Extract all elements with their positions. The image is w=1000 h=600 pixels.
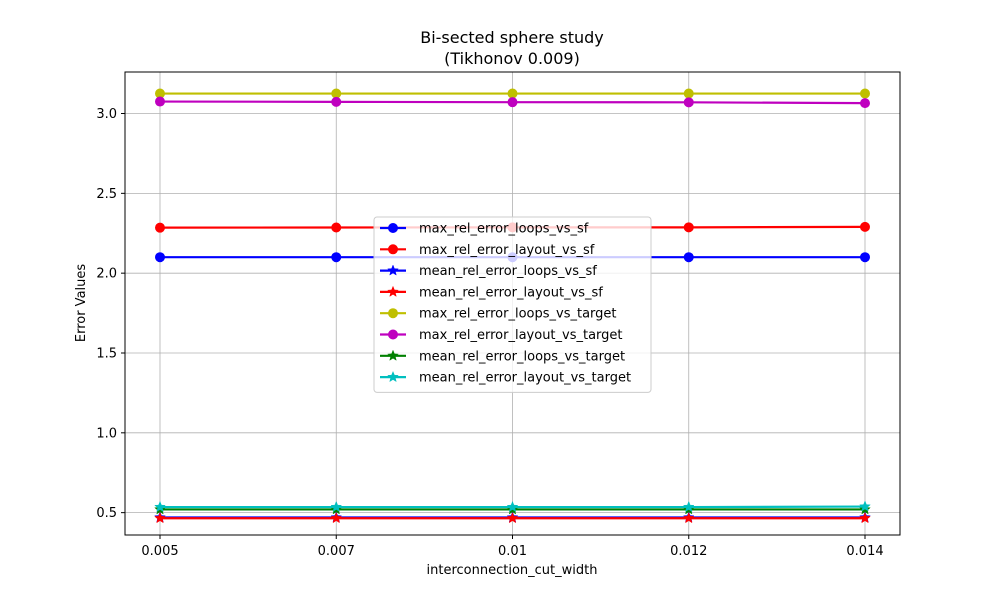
legend-label: max_rel_error_layout_vs_target: [419, 328, 623, 343]
data-point: [860, 221, 870, 232]
data-point: [154, 500, 166, 513]
data-point: [860, 252, 870, 263]
legend-label: max_rel_error_loops_vs_target: [419, 307, 617, 322]
y-tick-label: 3.0: [96, 107, 117, 122]
legend: max_rel_error_loops_vs_sf max_rel_error_l…: [373, 216, 652, 393]
data-point: [682, 512, 695, 524]
legend-marker: [387, 264, 399, 276]
series-max_rel_error_layout_vs_target: [155, 96, 870, 109]
x-tick-label: 0.005: [141, 544, 178, 559]
y-tick-label: 0.5: [96, 506, 117, 521]
legend-entry: max_rel_error_loops_vs_target: [380, 307, 617, 322]
legend-label: mean_rel_error_loops_vs_sf: [419, 264, 597, 279]
data-point: [860, 98, 870, 109]
y-axis-label: Error Values: [74, 264, 89, 343]
legend-label: max_rel_error_layout_vs_sf: [419, 243, 595, 258]
data-point: [331, 88, 342, 99]
legend-label: max_rel_error_loops_vs_sf: [419, 222, 589, 237]
data-point: [154, 512, 166, 524]
data-point: [859, 512, 871, 524]
y-tick-label: 1.5: [96, 346, 117, 361]
legend-marker: [388, 244, 398, 255]
series-layer: [154, 88, 871, 524]
series-max_rel_error_loops_vs_target: [155, 88, 870, 99]
data-point: [155, 96, 165, 107]
x-tick-label: 0.01: [498, 544, 527, 559]
data-point: [507, 97, 518, 108]
data-point: [330, 500, 343, 513]
data-point: [683, 222, 694, 233]
legend-entry: mean_rel_error_loops_vs_sf: [380, 264, 597, 279]
legend-label: mean_rel_error_loops_vs_target: [419, 349, 625, 364]
data-point: [860, 88, 870, 99]
data-point: [859, 500, 871, 512]
legend-marker: [387, 285, 399, 297]
ticks: 0.005 0.007 0.01 0.012 0.014 0.5 1.0 1.5 2.0 2.5 3…: [96, 107, 883, 559]
x-axis-label: interconnection_cut_width: [427, 563, 598, 578]
series-mean_rel_error_layout_vs_target: [154, 500, 871, 513]
legend-marker: [388, 329, 398, 340]
legend-entry: max_rel_error_layout_vs_sf: [380, 243, 595, 258]
y-tick-label: 2.0: [96, 267, 117, 282]
x-tick-label: 0.007: [318, 544, 355, 559]
data-point: [683, 88, 694, 99]
data-point: [155, 222, 165, 233]
data-point: [683, 97, 694, 108]
data-point: [506, 512, 519, 524]
legend-entry: mean_rel_error_layout_vs_target: [380, 371, 631, 386]
y-tick-label: 2.5: [96, 187, 117, 202]
legend-marker: [387, 349, 399, 361]
legend-marker: [388, 223, 398, 233]
chart-title: Bi-sected sphere study: [420, 28, 604, 47]
legend-label: mean_rel_error_layout_vs_target: [419, 371, 631, 386]
legend-label: mean_rel_error_layout_vs_sf: [419, 285, 603, 300]
data-point: [155, 252, 165, 263]
series-mean_rel_error_layout_vs_sf: [154, 512, 871, 524]
data-point: [682, 500, 695, 513]
legend-marker: [388, 308, 398, 319]
chart-subtitle: (Tikhonov 0.009): [444, 49, 580, 68]
legend-entry: max_rel_error_loops_vs_sf: [380, 222, 589, 237]
legend-entry: mean_rel_error_loops_vs_target: [380, 349, 625, 364]
data-point: [331, 252, 342, 263]
legend-box: [373, 216, 652, 393]
legend-marker: [387, 370, 399, 383]
data-point: [506, 500, 519, 513]
x-tick-label: 0.014: [846, 544, 883, 559]
data-point: [507, 88, 518, 99]
y-tick-label: 1.0: [96, 426, 117, 441]
data-point: [330, 512, 343, 524]
data-point: [683, 252, 694, 263]
data-point: [331, 222, 342, 233]
x-tick-label: 0.012: [670, 544, 707, 559]
data-point: [331, 96, 342, 107]
legend-entry: mean_rel_error_layout_vs_sf: [380, 285, 603, 300]
legend-entry: max_rel_error_layout_vs_target: [380, 328, 623, 343]
